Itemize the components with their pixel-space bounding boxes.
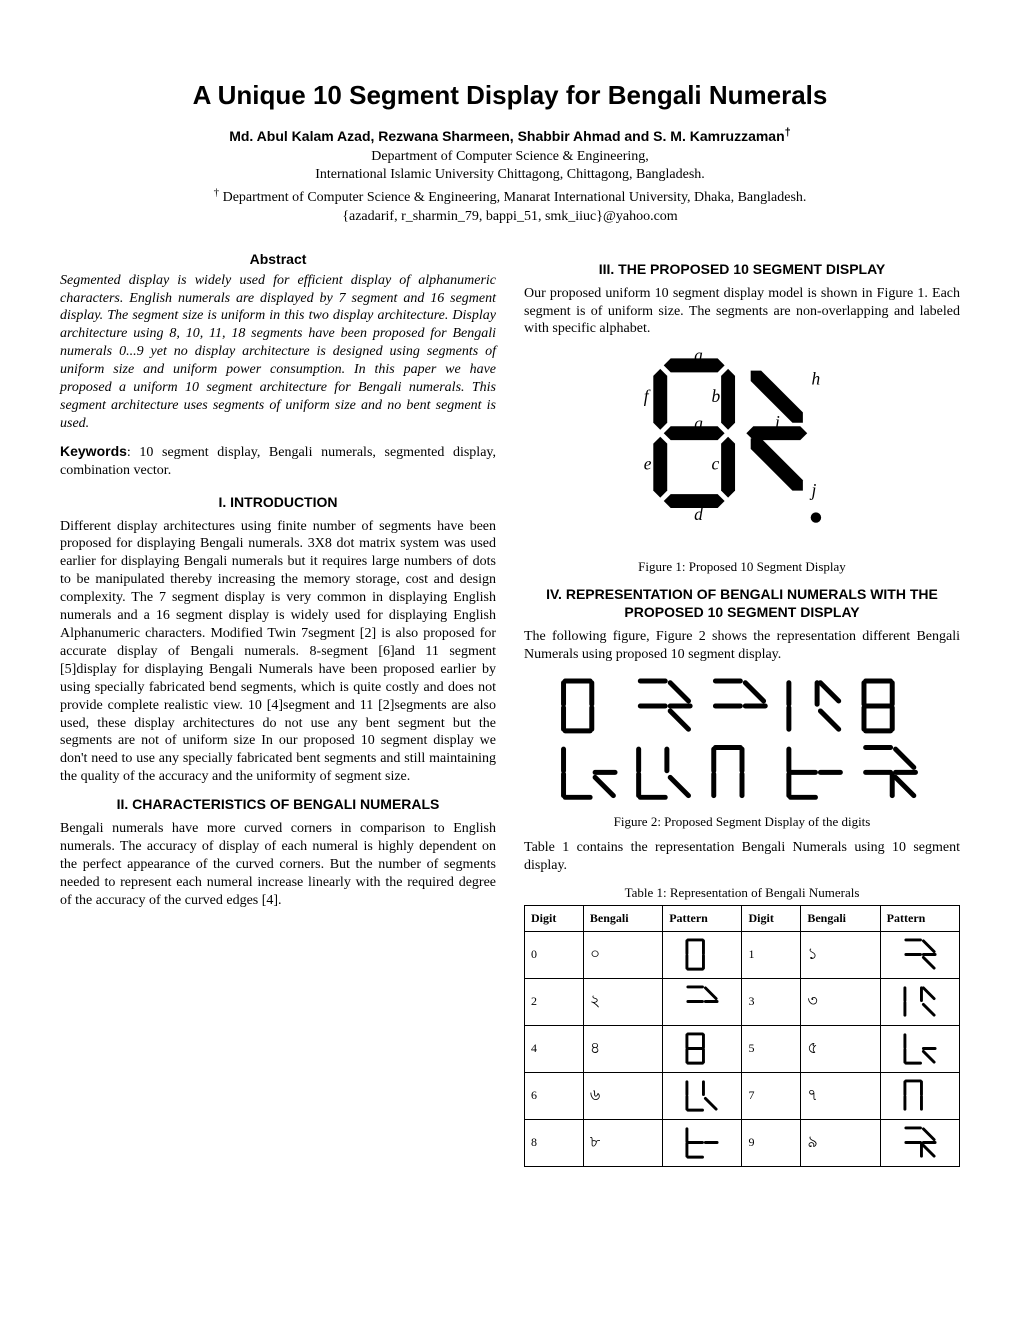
seg-label-c: c <box>712 455 720 474</box>
abstract-body: Segmented display is widely used for eff… <box>60 272 496 433</box>
bengali-glyph-cell: ৯ <box>801 1119 880 1166</box>
digit-cell: 0 <box>525 931 584 978</box>
ten-segment-svg: a f b g e c d h i j <box>627 348 857 548</box>
table-intro: Table 1 contains the representation Beng… <box>524 839 960 875</box>
seg-label-j: j <box>810 481 817 500</box>
bengali-glyph-cell: ২ <box>583 978 662 1025</box>
pattern-cell <box>663 931 742 978</box>
figure-2 <box>524 674 960 810</box>
digit-cell: 3 <box>742 978 801 1025</box>
right-column: III. THE PROPOSED 10 SEGMENT DISPLAY Our… <box>524 251 960 1167</box>
abstract-heading: Abstract <box>60 251 496 269</box>
table-header: Digit <box>525 905 584 931</box>
section-3-heading: III. THE PROPOSED 10 SEGMENT DISPLAY <box>524 261 960 279</box>
pattern-cell <box>880 1119 959 1166</box>
table-header: Bengali <box>583 905 662 931</box>
table-row: 2২ 3৩ <box>525 978 960 1025</box>
authors-block: Md. Abul Kalam Azad, Rezwana Sharmeen, S… <box>60 125 960 227</box>
digit-cell: 8 <box>525 1119 584 1166</box>
dept-line-3: † Department of Computer Science & Engin… <box>214 190 807 205</box>
table-row: 4৪ 5৫ <box>525 1025 960 1072</box>
bengali-glyph-cell: ৮ <box>583 1119 662 1166</box>
section-2-body: Bengali numerals have more curved corner… <box>60 820 496 910</box>
digit-cell: 5 <box>742 1025 801 1072</box>
bengali-glyph-cell: ১ <box>801 931 880 978</box>
pattern-cell <box>663 1025 742 1072</box>
table-header: Digit <box>742 905 801 931</box>
section-1-heading: I. INTRODUCTION <box>60 494 496 512</box>
paper-title: A Unique 10 Segment Display for Bengali … <box>60 80 960 111</box>
table-header: Pattern <box>880 905 959 931</box>
seg-label-g: g <box>694 414 703 433</box>
seg-label-i: i <box>775 413 780 432</box>
digit-cell: 4 <box>525 1025 584 1072</box>
keywords-label: Keywords <box>60 443 127 459</box>
seg-label-d: d <box>694 506 703 525</box>
bengali-glyph-cell: ০ <box>583 931 662 978</box>
figure-1: a f b g e c d h i j <box>524 348 960 554</box>
bengali-glyph-cell: ৩ <box>801 978 880 1025</box>
dept-line-2: International Islamic University Chittag… <box>315 167 705 182</box>
bengali-glyph-cell: ৭ <box>801 1072 880 1119</box>
figure-1-caption: Figure 1: Proposed 10 Segment Display <box>524 559 960 576</box>
seg-label-h: h <box>812 370 821 389</box>
seg-label-f: f <box>644 387 651 406</box>
pattern-cell <box>663 1119 742 1166</box>
section-3-body: Our proposed uniform 10 segment display … <box>524 285 960 339</box>
seg-label-b: b <box>712 387 721 406</box>
table-1-caption: Table 1: Representation of Bengali Numer… <box>524 885 960 902</box>
pattern-cell <box>663 978 742 1025</box>
table-row: 6৬ 7৭ <box>525 1072 960 1119</box>
table-header: Pattern <box>663 905 742 931</box>
pattern-cell <box>880 1072 959 1119</box>
seg-label-e: e <box>644 455 652 474</box>
figure-2-svg <box>552 674 932 804</box>
seg-label-a: a <box>694 348 703 365</box>
bengali-glyph-cell: ৪ <box>583 1025 662 1072</box>
table-row: 0০ 1১ <box>525 931 960 978</box>
digit-cell: 6 <box>525 1072 584 1119</box>
pattern-cell <box>663 1072 742 1119</box>
authors-line: Md. Abul Kalam Azad, Rezwana Sharmeen, S… <box>229 128 791 144</box>
pattern-cell <box>880 978 959 1025</box>
digit-cell: 2 <box>525 978 584 1025</box>
section-1-body: Different display architectures using fi… <box>60 518 496 787</box>
figure-2-caption: Figure 2: Proposed Segment Display of th… <box>524 814 960 831</box>
table-header: Bengali <box>801 905 880 931</box>
bengali-numerals-table: DigitBengaliPatternDigitBengaliPattern 0… <box>524 905 960 1167</box>
digit-cell: 9 <box>742 1119 801 1166</box>
table-row: 8৮ 9৯ <box>525 1119 960 1166</box>
section-2-heading: II. CHARACTERISTICS OF BENGALI NUMERALS <box>60 796 496 814</box>
left-column: Abstract Segmented display is widely use… <box>60 251 496 1167</box>
bengali-glyph-cell: ৬ <box>583 1072 662 1119</box>
keywords-block: Keywords: 10 segment display, Bengali nu… <box>60 443 496 480</box>
section-4-body: The following figure, Figure 2 shows the… <box>524 628 960 664</box>
dept-line-1: Department of Computer Science & Enginee… <box>371 149 649 164</box>
pattern-cell <box>880 931 959 978</box>
bengali-glyph-cell: ৫ <box>801 1025 880 1072</box>
two-column-layout: Abstract Segmented display is widely use… <box>60 251 960 1167</box>
digit-cell: 7 <box>742 1072 801 1119</box>
digit-cell: 1 <box>742 931 801 978</box>
emails-line: {azadarif, r_sharmin_79, bappi_51, smk_i… <box>342 209 677 224</box>
pattern-cell <box>880 1025 959 1072</box>
section-4-heading: IV. REPRESENTATION OF BENGALI NUMERALS W… <box>524 586 960 622</box>
